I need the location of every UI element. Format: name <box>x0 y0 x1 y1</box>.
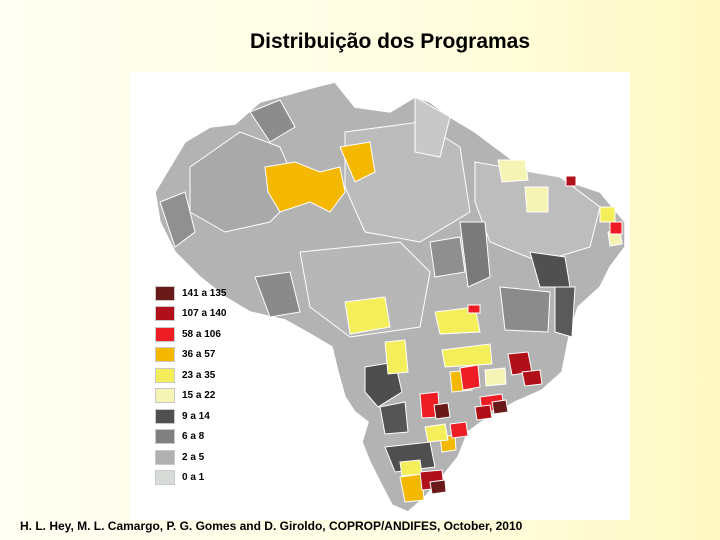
region-red-df <box>467 304 481 314</box>
region-yellow-rs <box>399 459 423 477</box>
map-legend: 141 a 135 107 a 140 58 a 106 36 a 57 23 … <box>155 283 235 488</box>
region-dark-bahia-coast <box>554 286 576 338</box>
legend-swatch <box>155 347 175 363</box>
legend-label: 2 a 5 <box>182 451 205 463</box>
region-yellow-sc <box>424 423 449 443</box>
legend-label: 15 a 22 <box>182 390 216 402</box>
legend-swatch <box>155 408 175 424</box>
region-yellow-mt <box>434 306 481 335</box>
legend-label: 6 a 8 <box>182 431 205 443</box>
region-gray-west <box>159 191 196 248</box>
region-darkred-sp <box>474 404 493 421</box>
region-red-pe <box>609 221 623 235</box>
region-dark-ms2 <box>379 401 409 435</box>
region-gray-rondonia <box>254 271 301 318</box>
legend-item: 58 a 106 <box>155 324 235 345</box>
region-pale-pi <box>524 186 549 213</box>
region-pale-sp <box>484 367 507 387</box>
page-title: Distribuição dos Programas <box>249 30 531 53</box>
legend-swatch <box>155 326 175 342</box>
legend-label: 36 a 57 <box>182 349 216 361</box>
region-darkest-sp <box>491 399 509 415</box>
legend-item: 9 a 14 <box>155 406 235 427</box>
legend-item: 141 a 135 <box>155 283 235 304</box>
legend-label: 0 a 1 <box>182 472 205 484</box>
legend-label: 23 a 35 <box>182 369 216 381</box>
brazil-map <box>130 72 630 520</box>
legend-item: 36 a 57 <box>155 345 235 366</box>
legend-swatch <box>155 429 175 445</box>
legend-swatch <box>155 306 175 322</box>
legend-label: 107 a 140 <box>182 308 227 320</box>
region-yellow-rondonia <box>344 296 391 335</box>
legend-swatch <box>155 367 175 383</box>
legend-swatch <box>155 449 175 465</box>
legend-item: 0 a 1 <box>155 468 235 489</box>
region-darkred-pb <box>565 175 577 187</box>
citation-footer: H. L. Hey, M. L. Camargo, P. G. Gomes an… <box>20 519 523 533</box>
region-red-sc <box>449 421 469 439</box>
legend-item: 2 a 5 <box>155 447 235 468</box>
region-darkest-pr <box>433 402 451 420</box>
region-mato-grosso <box>299 241 431 338</box>
region-yellow-go <box>441 343 493 368</box>
legend-swatch <box>155 285 175 301</box>
region-darkest-rs <box>429 479 447 495</box>
region-gray-roraima <box>249 99 296 143</box>
region-orange-para <box>339 141 376 183</box>
region-yellow-ce <box>599 206 616 223</box>
legend-label: 141 a 135 <box>182 287 227 299</box>
legend-item: 6 a 8 <box>155 427 235 448</box>
legend-label: 9 a 14 <box>182 410 210 422</box>
region-gray-tocantins <box>459 221 491 288</box>
region-gray-goias <box>499 286 551 333</box>
region-red-sp1 <box>459 364 481 391</box>
legend-item: 107 a 140 <box>155 304 235 325</box>
legend-item: 15 a 22 <box>155 386 235 407</box>
region-dark-south <box>384 441 436 473</box>
region-yellow-ms <box>384 339 409 375</box>
region-pale-ma <box>497 159 529 183</box>
brazil-map-svg <box>154 81 626 513</box>
region-amapa <box>414 96 451 158</box>
region-darkred-rj <box>521 369 543 387</box>
legend-swatch <box>155 388 175 404</box>
region-gray-pa-east <box>429 236 466 278</box>
legend-label: 58 a 106 <box>182 328 221 340</box>
region-orange-amazonas <box>264 161 346 213</box>
legend-swatch <box>155 470 175 486</box>
legend-item: 23 a 35 <box>155 365 235 386</box>
